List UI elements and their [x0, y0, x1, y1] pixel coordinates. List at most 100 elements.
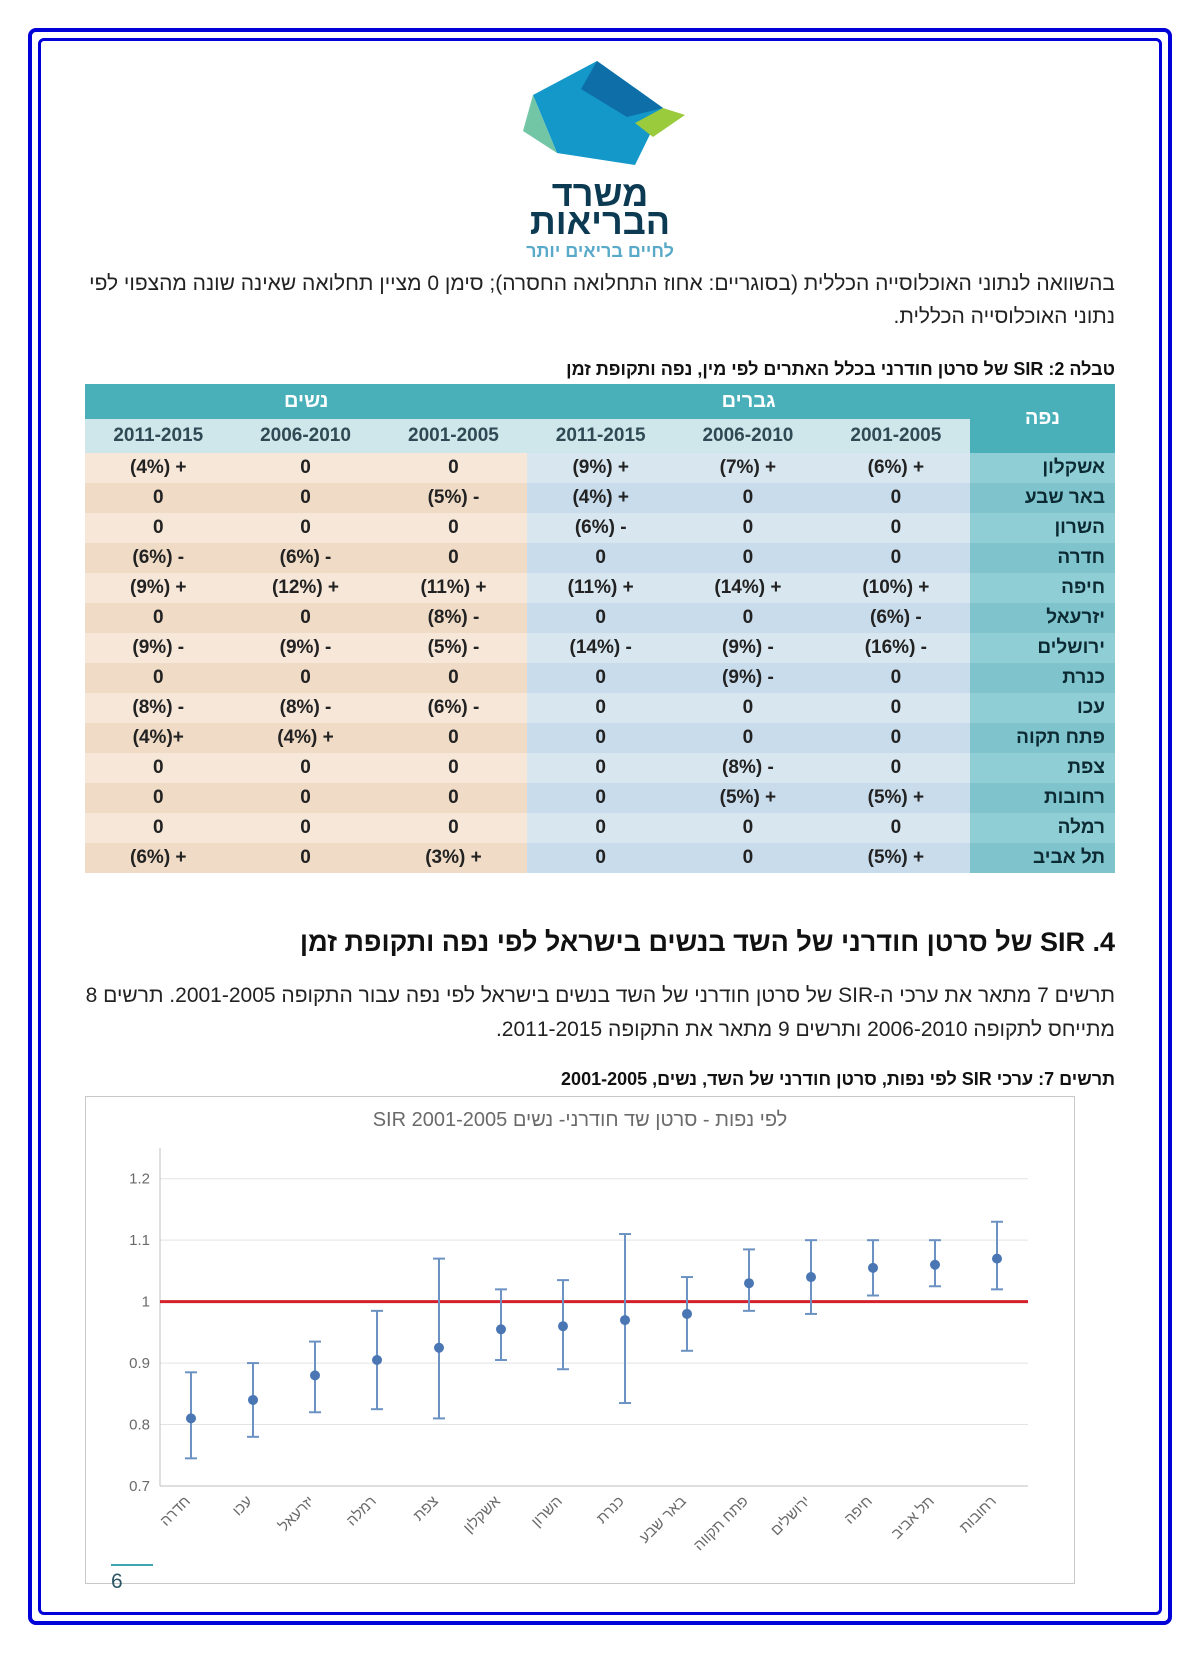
data-cell: - (8%) [674, 753, 822, 783]
data-cell: 0 [527, 663, 674, 693]
data-cell: + (6%) [85, 843, 232, 873]
table-row: כנרת0- (9%)0000 [85, 663, 1115, 693]
data-cell: - (14%) [527, 633, 674, 663]
data-cell: 0 [527, 543, 674, 573]
table-row: אשקלון+ (6%)+ (7%)+ (9%)00+ (4%) [85, 453, 1115, 483]
region-cell: אשקלון [970, 453, 1115, 483]
svg-text:1: 1 [142, 1293, 150, 1310]
region-cell: חיפה [970, 573, 1115, 603]
svg-text:יזרעאל: יזרעאל [276, 1492, 318, 1534]
svg-text:תל אביב: תל אביב [888, 1492, 938, 1542]
svg-text:רחובות: רחובות [956, 1492, 1000, 1536]
ministry-logo: משרד הבריאות לחיים בריאים יותר [85, 53, 1115, 262]
data-cell: 0 [379, 543, 527, 573]
table-2-caption: טבלה 2: SIR של סרטן חודרני בכלל האתרים ל… [85, 359, 1115, 380]
data-cell: 0 [379, 783, 527, 813]
region-cell: צפת [970, 753, 1115, 783]
data-cell: - (16%) [822, 633, 970, 663]
data-cell: +(4%) [85, 723, 232, 753]
data-cell: 0 [379, 813, 527, 843]
data-cell: 0 [674, 813, 822, 843]
table-row: השרון00- (6%)000 [85, 513, 1115, 543]
data-cell: + (11%) [527, 573, 674, 603]
svg-text:כנרת: כנרת [593, 1492, 627, 1526]
data-cell: + (5%) [674, 783, 822, 813]
data-cell: 0 [85, 753, 232, 783]
table-row: באר שבע00+ (4%)- (5%)00 [85, 483, 1115, 513]
data-cell: 0 [232, 783, 380, 813]
data-cell: - (6%) [527, 513, 674, 543]
data-cell: 0 [379, 663, 527, 693]
region-cell: יזרעאל [970, 603, 1115, 633]
men-period-1: 2006-2010 [674, 419, 822, 453]
data-cell: 0 [85, 603, 232, 633]
data-cell: 0 [822, 753, 970, 783]
svg-text:חיפה: חיפה [841, 1492, 876, 1527]
data-cell: - (9%) [674, 663, 822, 693]
women-period-0: 2001-2005 [379, 419, 527, 453]
data-cell: 0 [85, 513, 232, 543]
table-row: רמלה000000 [85, 813, 1115, 843]
data-cell: + (14%) [674, 573, 822, 603]
table-row: חיפה+ (10%)+ (14%)+ (11%)+ (11%)+ (12%)+… [85, 573, 1115, 603]
data-cell: - (6%) [232, 543, 380, 573]
data-cell: + (11%) [379, 573, 527, 603]
data-cell: 0 [379, 513, 527, 543]
svg-text:רמלה: רמלה [343, 1492, 380, 1529]
data-cell: 0 [674, 723, 822, 753]
women-period-1: 2006-2010 [232, 419, 380, 453]
svg-text:ירושלים: ירושלים [768, 1492, 814, 1538]
data-cell: 0 [822, 513, 970, 543]
data-cell: - (5%) [379, 633, 527, 663]
data-cell: 0 [822, 483, 970, 513]
data-cell: + (3%) [379, 843, 527, 873]
data-cell: 0 [527, 693, 674, 723]
svg-text:עכו: עכו [229, 1492, 256, 1519]
data-cell: 0 [674, 513, 822, 543]
data-cell: 0 [85, 813, 232, 843]
col-group-men: גברים [527, 384, 969, 419]
data-cell: + (7%) [674, 453, 822, 483]
region-cell: עכו [970, 693, 1115, 723]
page-number: 6 [111, 1564, 153, 1594]
data-cell: + (6%) [822, 453, 970, 483]
data-cell: 0 [527, 723, 674, 753]
data-cell: - (5%) [379, 483, 527, 513]
region-cell: פתח תקוה [970, 723, 1115, 753]
table-row: צפת0- (8%)0000 [85, 753, 1115, 783]
intro-paragraph: בהשוואה לנתוני האוכלוסייה הכללית (בסוגרי… [85, 268, 1115, 333]
region-cell: רמלה [970, 813, 1115, 843]
col-group-women: נשים [85, 384, 527, 419]
table-row: יזרעאל- (6%)00- (8%)00 [85, 603, 1115, 633]
data-cell: - (9%) [674, 633, 822, 663]
data-cell: - (9%) [85, 633, 232, 663]
data-cell: - (6%) [822, 603, 970, 633]
data-cell: - (8%) [232, 693, 380, 723]
data-cell: 0 [527, 783, 674, 813]
region-cell: כנרת [970, 663, 1115, 693]
data-cell: + (9%) [85, 573, 232, 603]
region-cell: רחובות [970, 783, 1115, 813]
table-body: אשקלון+ (6%)+ (7%)+ (9%)00+ (4%)באר שבע0… [85, 453, 1115, 873]
data-cell: 0 [232, 843, 380, 873]
data-cell: 0 [674, 603, 822, 633]
svg-text:0.7: 0.7 [129, 1478, 150, 1495]
data-cell: 0 [674, 543, 822, 573]
data-cell: 0 [674, 693, 822, 723]
data-cell: + (9%) [527, 453, 674, 483]
data-cell: 0 [527, 603, 674, 633]
data-cell: 0 [232, 753, 380, 783]
data-cell: 0 [822, 723, 970, 753]
logo-text-line2: הבריאות [85, 205, 1115, 239]
data-cell: 0 [85, 783, 232, 813]
logo-subtitle: לחיים בריאים יותר [85, 241, 1115, 262]
region-cell: השרון [970, 513, 1115, 543]
table-row: תל אביב+ (5%)00+ (3%)0+ (6%) [85, 843, 1115, 873]
table-row: רחובות+ (5%)+ (5%)0000 [85, 783, 1115, 813]
data-cell: 0 [822, 813, 970, 843]
data-cell: 0 [232, 813, 380, 843]
page-inner-frame: משרד הבריאות לחיים בריאים יותר בהשוואה ל… [38, 38, 1162, 1615]
region-cell: חדרה [970, 543, 1115, 573]
section-4-title: 4. SIR של סרטן חודרני של השד בנשים בישרא… [85, 927, 1115, 958]
logo-mark [515, 53, 685, 183]
